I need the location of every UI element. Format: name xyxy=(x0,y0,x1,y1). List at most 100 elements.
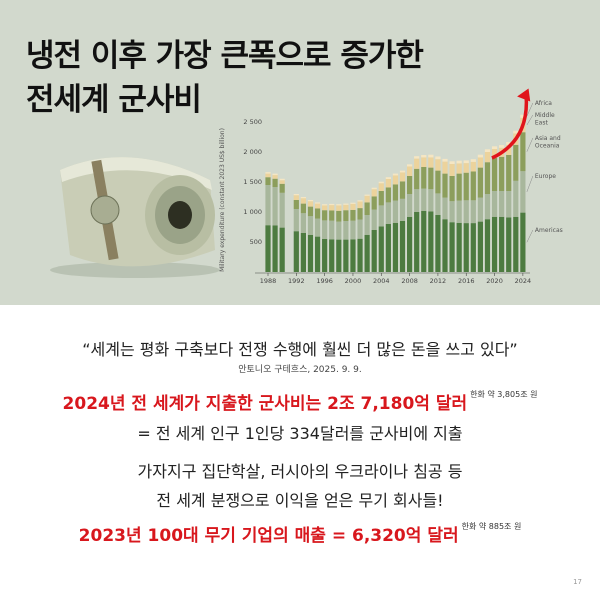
bar-europe-2008 xyxy=(407,194,413,217)
bar-asia-and-oceania-2006 xyxy=(392,184,399,201)
bar-africa-1990 xyxy=(279,178,285,181)
x-tick-label: 2016 xyxy=(458,277,475,285)
bar-africa-2005 xyxy=(385,177,391,179)
bar-africa-1999 xyxy=(343,203,349,205)
bar-americas-2005 xyxy=(385,224,391,272)
bar-africa-2009 xyxy=(414,156,420,159)
bar-africa-2000 xyxy=(350,202,356,204)
bar-europe-1988 xyxy=(265,185,271,226)
headline-spending: 2024년 전 세계가 지출한 군사비는 2조 7,180억 달러 한화 약 3,… xyxy=(0,389,600,414)
bar-middle-east-2018 xyxy=(477,157,483,168)
bar-africa-2006 xyxy=(392,173,399,176)
bar-middle-east-2005 xyxy=(385,179,391,188)
bar-americas-2003 xyxy=(371,230,377,272)
bar-africa-2023 xyxy=(513,130,519,134)
bar-americas-2011 xyxy=(428,211,434,272)
bar-middle-east-2022 xyxy=(506,144,512,155)
bar-americas-2023 xyxy=(513,216,519,272)
bar-africa-2015 xyxy=(456,160,462,164)
bar-americas-1988 xyxy=(265,225,271,272)
bar-europe-1995 xyxy=(314,218,321,237)
bar-americas-2020 xyxy=(491,216,498,272)
bar-europe-2001 xyxy=(357,219,363,239)
bar-asia-and-oceania-1994 xyxy=(307,206,314,217)
bar-asia-and-oceania-1993 xyxy=(300,203,306,214)
bar-middle-east-1996 xyxy=(322,205,328,211)
bar-asia-and-oceania-2015 xyxy=(456,173,462,201)
x-tick-label: 2012 xyxy=(430,277,447,285)
bar-africa-2014 xyxy=(449,161,455,164)
bar-americas-2006 xyxy=(392,222,399,272)
bar-europe-2009 xyxy=(414,189,420,212)
bar-middle-east-1995 xyxy=(314,203,321,209)
legend-label: Africa xyxy=(535,100,552,107)
bar-middle-east-2003 xyxy=(371,189,377,197)
bar-europe-2000 xyxy=(350,220,356,240)
quote: “세계는 평화 구축보다 전쟁 수행에 훨씬 더 많은 돈을 쓰고 있다” xyxy=(82,340,518,359)
legend-label: Middle xyxy=(535,112,555,119)
y-tick-label: 1 500 xyxy=(243,178,262,186)
bar-europe-2006 xyxy=(392,200,399,223)
page-title: 냉전 이후 가장 큰폭으로 증가한 전세계 군사비 xyxy=(26,34,424,122)
bar-americas-2024 xyxy=(520,212,526,272)
bar-americas-2018 xyxy=(477,221,483,272)
bar-americas-2021 xyxy=(499,216,505,272)
trend-arrow xyxy=(491,93,529,160)
conflict-line-2: 전 세계 분쟁으로 이익을 얻은 무기 회사들! xyxy=(156,491,444,510)
bar-middle-east-2020 xyxy=(491,149,498,158)
bar-americas-1995 xyxy=(314,236,321,272)
arrow-head-icon xyxy=(517,88,531,102)
bar-asia-and-oceania-2007 xyxy=(399,181,406,199)
bar-asia-and-oceania-2002 xyxy=(364,202,370,215)
bar-middle-east-1994 xyxy=(307,201,314,207)
bar-africa-2024 xyxy=(520,114,526,118)
bar-americas-1997 xyxy=(329,239,335,272)
military-expenditure-chart: 500 1 000 1 500 2 000 2 500 1988 1992 1996 2000 2… xyxy=(219,88,563,285)
conflict-line-1: 가자지구 집단학살, 러시아의 우크라이나 침공 등 xyxy=(137,462,463,481)
bar-africa-2016 xyxy=(463,160,469,164)
bar-middle-east-1989 xyxy=(272,175,278,179)
bar-middle-east-2016 xyxy=(463,163,469,173)
x-tick-label: 2004 xyxy=(373,277,390,285)
bar-africa-2003 xyxy=(371,187,377,190)
bar-middle-east-2014 xyxy=(449,164,455,176)
per-capita-line: = 전 세계 인구 1인당 334달러를 군사비에 지출 xyxy=(137,424,463,443)
bar-africa-1988 xyxy=(265,172,271,174)
bar-europe-2021 xyxy=(499,191,505,217)
bar-africa-2010 xyxy=(421,155,427,158)
bar-africa-2017 xyxy=(470,159,476,162)
bar-middle-east-2009 xyxy=(414,158,420,169)
legend-label: Europe xyxy=(535,173,556,180)
y-tick-label: 2 000 xyxy=(243,148,262,156)
bar-middle-east-1992 xyxy=(293,195,299,200)
bar-asia-and-oceania-2017 xyxy=(470,171,476,201)
x-tick-label: 2008 xyxy=(401,277,418,285)
bar-americas-2007 xyxy=(399,221,406,272)
bar-americas-1996 xyxy=(322,239,328,272)
bar-middle-east-2013 xyxy=(442,161,448,174)
bar-americas-2016 xyxy=(463,223,469,272)
bar-middle-east-2019 xyxy=(484,152,491,163)
dollar-roll-image xyxy=(50,157,220,278)
bar-europe-1997 xyxy=(329,220,335,240)
bar-asia-and-oceania-1988 xyxy=(265,177,271,185)
legend-label: Americas xyxy=(535,227,563,234)
bar-middle-east-2002 xyxy=(364,195,370,203)
bar-africa-1992 xyxy=(293,194,299,196)
bar-asia-and-oceania-2023 xyxy=(513,144,519,181)
bar-middle-east-2011 xyxy=(428,157,434,168)
bar-americas-1989 xyxy=(272,225,278,272)
bar-middle-east-2017 xyxy=(470,161,476,172)
bar-europe-1992 xyxy=(293,209,299,232)
bar-europe-2016 xyxy=(463,200,469,224)
legend-label: Oceania xyxy=(535,143,560,150)
legend-leader xyxy=(526,102,534,117)
bar-europe-1989 xyxy=(272,187,278,226)
bar-europe-2002 xyxy=(364,215,370,235)
bar-middle-east-1999 xyxy=(343,204,349,211)
bar-middle-east-2004 xyxy=(378,183,384,191)
bar-middle-east-1988 xyxy=(265,173,271,178)
bar-asia-and-oceania-2004 xyxy=(378,191,384,206)
bar-europe-2012 xyxy=(435,193,441,215)
bar-asia-and-oceania-2012 xyxy=(435,170,441,194)
